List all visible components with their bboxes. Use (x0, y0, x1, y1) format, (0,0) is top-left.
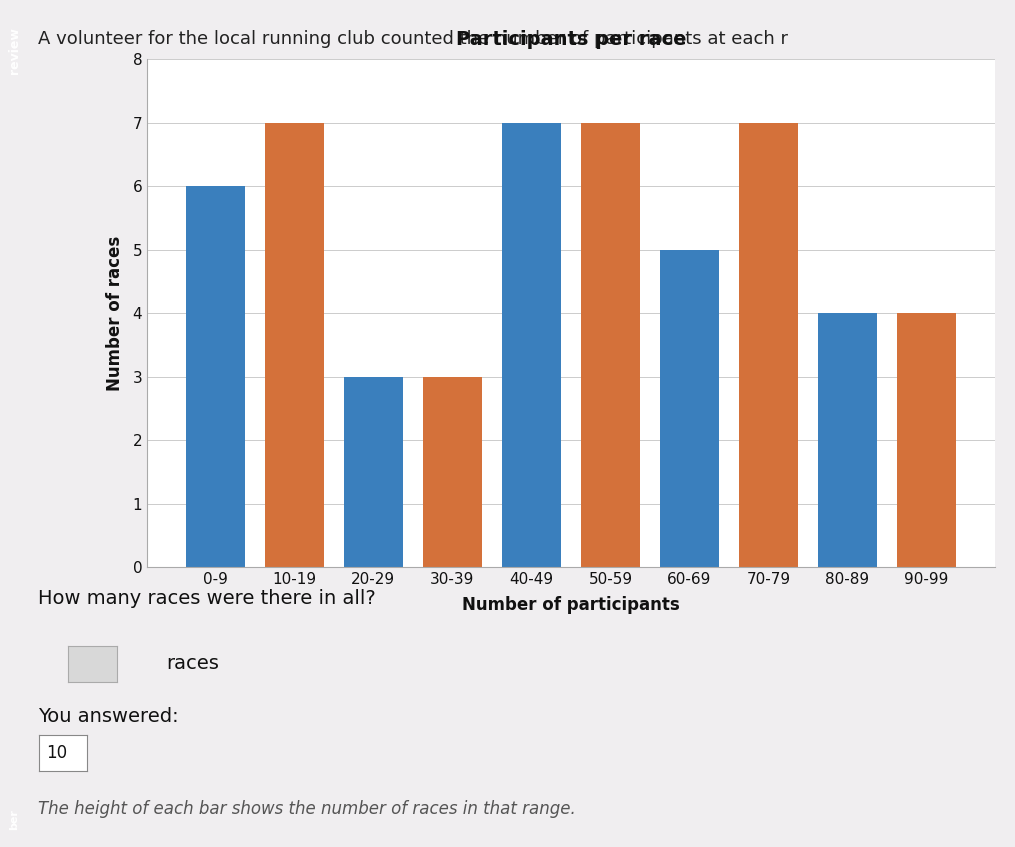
Text: A volunteer for the local running club counted the number of participants at eac: A volunteer for the local running club c… (39, 30, 789, 47)
Text: 10: 10 (46, 744, 67, 762)
Bar (186, 186, 245, 567)
Bar (897, 313, 956, 567)
Bar (660, 250, 719, 567)
Bar (581, 123, 640, 567)
Bar (739, 123, 798, 567)
Text: ber: ber (9, 809, 19, 830)
Bar (423, 377, 482, 567)
Text: The height of each bar shows the number of races in that range.: The height of each bar shows the number … (39, 800, 577, 818)
X-axis label: Number of participants: Number of participants (462, 595, 680, 614)
Bar (501, 123, 561, 567)
Text: races: races (166, 654, 219, 673)
Text: How many races were there in all?: How many races were there in all? (39, 589, 376, 607)
Text: You answered:: You answered: (39, 707, 179, 726)
Title: Participants per race: Participants per race (456, 30, 686, 49)
Y-axis label: Number of races: Number of races (107, 235, 124, 391)
Bar (265, 123, 324, 567)
Bar (818, 313, 877, 567)
Bar (344, 377, 403, 567)
Text: review: review (8, 27, 20, 75)
